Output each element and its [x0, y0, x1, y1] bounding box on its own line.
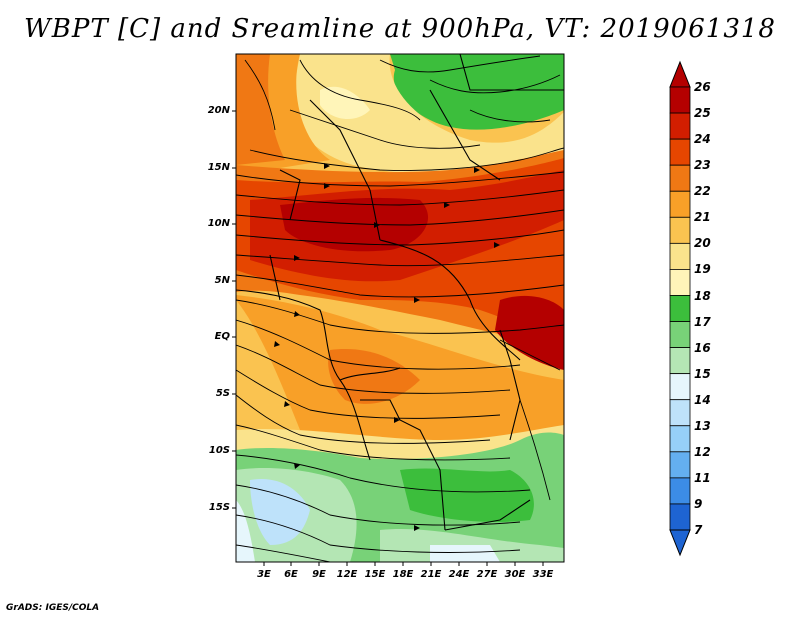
- colorbar-label: 17: [694, 315, 711, 329]
- colorbar-label: 26: [694, 80, 711, 94]
- lon-label: 33E: [532, 569, 554, 580]
- lat-label: 15S: [208, 502, 230, 513]
- lon-label: 15E: [364, 569, 386, 580]
- colorbar-label: 15: [694, 367, 711, 381]
- colorbar-swatch: [669, 295, 691, 322]
- lat-label: 10N: [207, 218, 230, 229]
- lon-label: 27E: [476, 569, 498, 580]
- colorbar-swatch: [669, 399, 691, 427]
- colorbar-swatch: [669, 86, 691, 114]
- lat-label: 15N: [207, 162, 230, 173]
- colorbar-label: 20: [694, 236, 711, 250]
- country-borders: [236, 54, 564, 531]
- colorbar-swatch: [669, 269, 691, 296]
- colorbar-label: 19: [694, 262, 711, 276]
- colorbar-swatch: [669, 451, 691, 479]
- colorbar-swatch: [669, 477, 691, 505]
- lon-label: 6E: [284, 569, 298, 580]
- lat-label: 5N: [214, 275, 230, 286]
- colorbar-swatch: [669, 347, 691, 375]
- colorbar: [669, 60, 691, 557]
- colorbar-label: 24: [694, 132, 711, 146]
- colorbar-label: 11: [694, 471, 711, 485]
- colorbar-label: 7: [694, 523, 703, 537]
- colorbar-label: 16: [694, 341, 711, 355]
- colorbar-label: 23: [694, 158, 711, 172]
- colorbar-label: 13: [694, 419, 711, 433]
- colorbar-label: 21: [694, 210, 711, 224]
- colorbar-swatch: [669, 164, 691, 192]
- lat-label: 5S: [215, 388, 230, 399]
- lat-label: 10S: [208, 445, 230, 456]
- colorbar-swatch: [669, 321, 691, 348]
- axis-ticks: [232, 110, 544, 566]
- colorbar-swatch: [669, 112, 691, 140]
- colorbar-label: 12: [694, 445, 711, 459]
- credit-text: GrADS: IGES/COLA: [6, 603, 100, 613]
- colorbar-label: 18: [694, 289, 711, 303]
- lon-label: 3E: [257, 569, 271, 580]
- colorbar-swatch: [669, 138, 691, 166]
- colorbar-label: 25: [694, 106, 711, 120]
- lon-label: 30E: [504, 569, 526, 580]
- wbpt-shading: [236, 54, 564, 562]
- page-title: WBPT [C] and Sreamline at 900hPa, VT: 20…: [24, 14, 776, 44]
- lon-label: 21E: [420, 569, 442, 580]
- streamlines: [236, 55, 564, 562]
- colorbar-swatch: [669, 425, 691, 453]
- lon-label: 24E: [448, 569, 470, 580]
- colorbar-label: 9: [694, 497, 703, 511]
- lon-label: 18E: [392, 569, 414, 580]
- lat-label: EQ: [214, 331, 230, 342]
- lon-label: 9E: [312, 569, 326, 580]
- colorbar-swatch: [669, 373, 691, 401]
- colorbar-swatch: [669, 503, 691, 531]
- colorbar-label: 14: [694, 393, 711, 407]
- colorbar-label: 22: [694, 184, 711, 198]
- streamline-arrows: [274, 163, 500, 531]
- lon-label: 12E: [336, 569, 358, 580]
- colorbar-swatch: [669, 216, 691, 244]
- colorbar-swatch: [669, 242, 691, 270]
- lat-label: 20N: [207, 105, 230, 116]
- colorbar-swatch: [669, 190, 691, 218]
